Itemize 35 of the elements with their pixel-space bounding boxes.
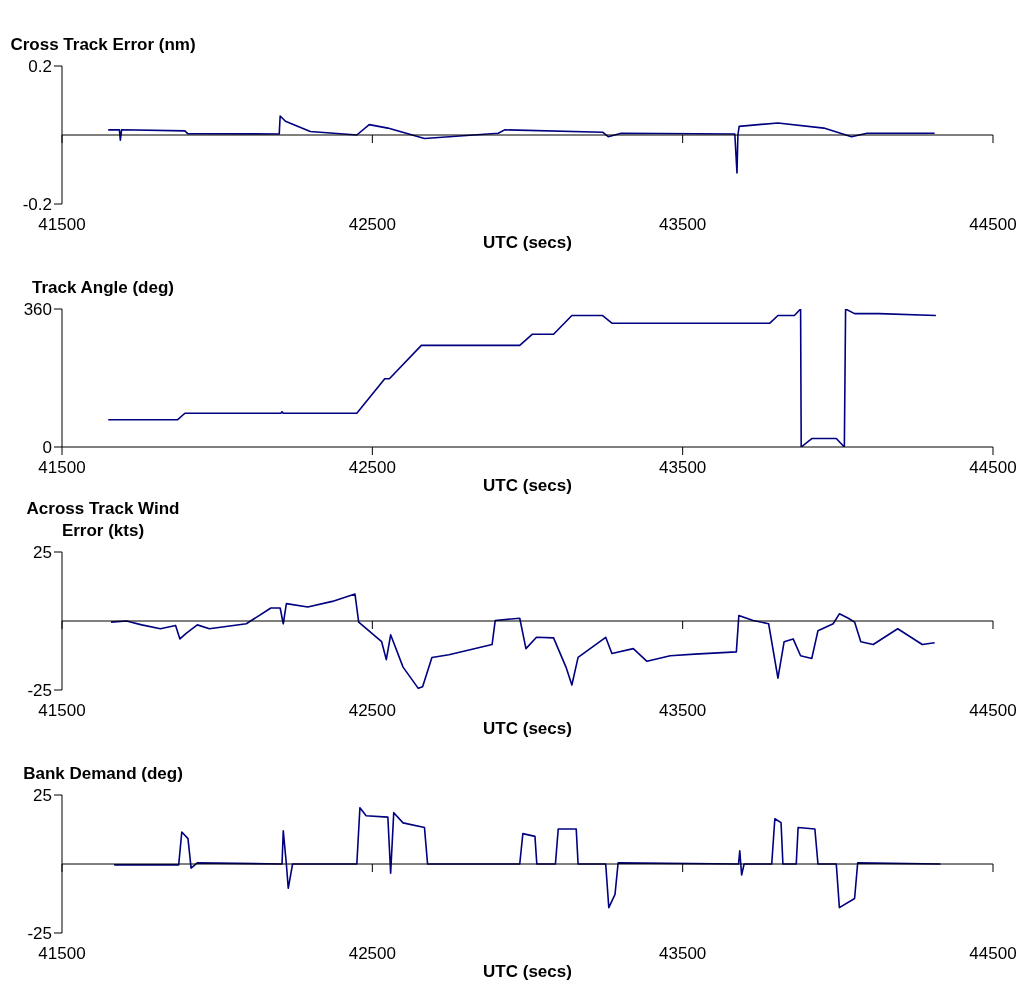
y-axis-title: Cross Track Error (nm) <box>9 34 197 56</box>
y-tick-label: 360 <box>23 300 52 320</box>
x-tick-label: 42500 <box>348 458 396 478</box>
x-axis-title: UTC (secs) <box>483 962 572 981</box>
x-tick-label: 44500 <box>969 944 1017 964</box>
y-tick-label: -25 <box>27 924 52 944</box>
x-tick-label: 43500 <box>659 215 707 235</box>
x-tick-label: 43500 <box>659 944 707 964</box>
x-tick-label: 41500 <box>38 458 86 478</box>
x-tick-label: 44500 <box>969 701 1017 721</box>
line-series <box>107 115 936 174</box>
x-tick-label: 42500 <box>348 944 396 964</box>
x-tick-label: 41500 <box>38 701 86 721</box>
line-series <box>107 309 937 447</box>
y-axis-title: Track Angle (deg) <box>31 277 175 299</box>
y-tick-label: 25 <box>33 543 52 563</box>
x-axis-title: UTC (secs) <box>483 719 572 738</box>
x-axis-title: UTC (secs) <box>483 233 572 252</box>
y-tick-label: 25 <box>33 786 52 806</box>
x-axis-title: UTC (secs) <box>483 476 572 495</box>
x-tick-label: 43500 <box>659 458 707 478</box>
x-tick-label: 44500 <box>969 215 1017 235</box>
y-tick-label: -25 <box>27 681 52 701</box>
y-axis-title: Bank Demand (deg) <box>22 763 184 785</box>
x-tick-label: 41500 <box>38 215 86 235</box>
line-series <box>110 593 936 690</box>
x-tick-label: 42500 <box>348 701 396 721</box>
x-tick-label: 43500 <box>659 701 707 721</box>
y-tick-label: 0 <box>42 438 52 458</box>
x-tick-label: 41500 <box>38 944 86 964</box>
x-tick-label: 44500 <box>969 458 1017 478</box>
y-axis-title: Across Track Wind Error (kts) <box>25 498 181 542</box>
x-tick-label: 42500 <box>348 215 396 235</box>
y-tick-label: -0.2 <box>22 195 52 215</box>
y-tick-label: 0.2 <box>28 57 52 77</box>
